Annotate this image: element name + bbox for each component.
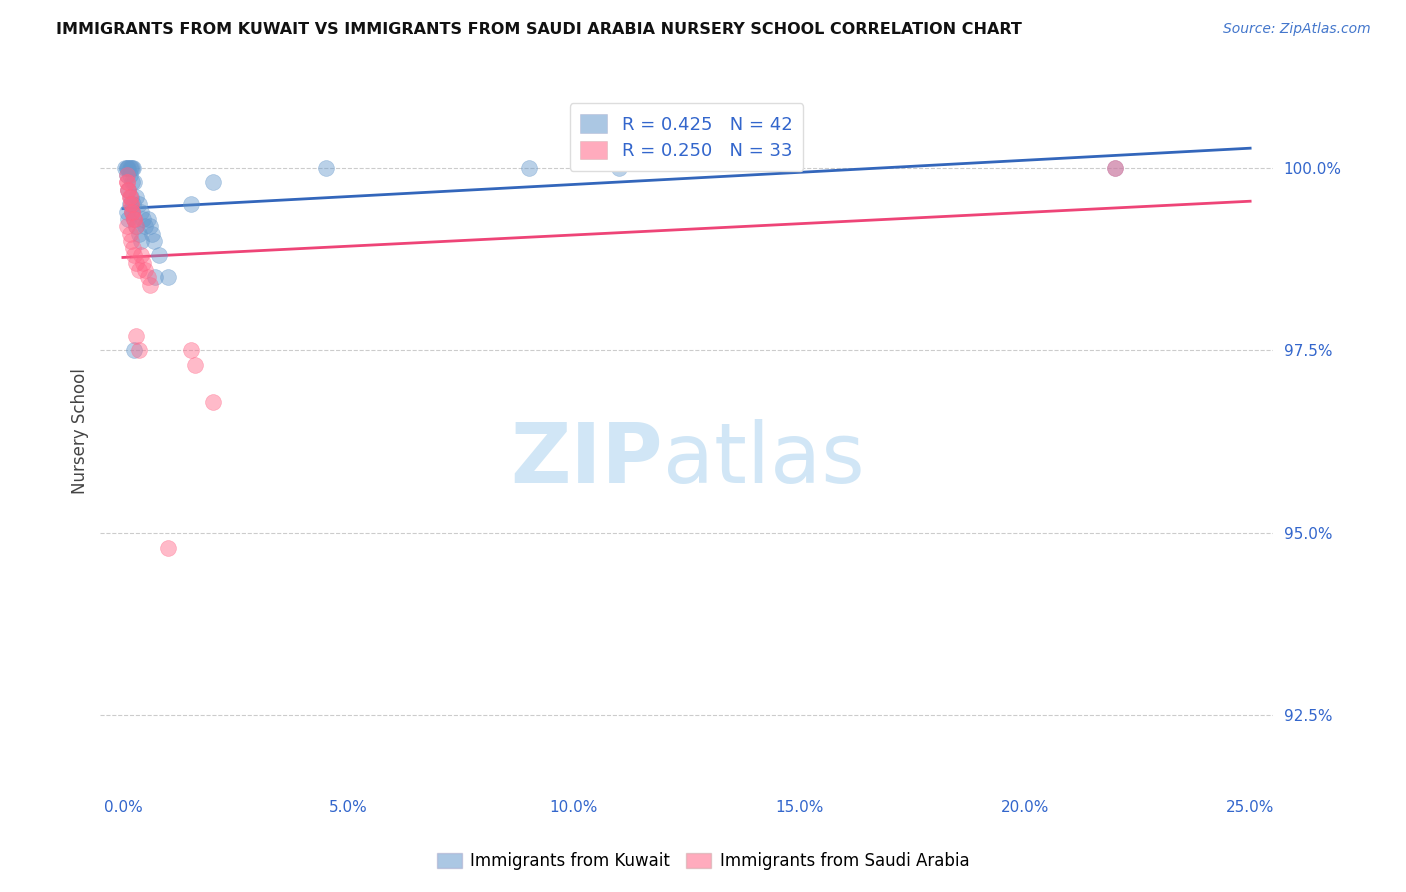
Point [115,161,138,175]
Point [134,219,156,234]
Point [122,248,145,262]
Point [180,197,202,211]
Point [128,197,150,211]
Point [121,241,143,255]
Point [184,358,207,372]
Point [315,161,337,175]
Point [121,204,143,219]
Point [118,190,141,204]
Point [202,394,225,409]
Point [139,277,162,292]
Point [129,234,152,248]
Point [607,161,630,175]
Point [121,197,143,211]
Point [117,212,139,227]
Point [202,176,225,190]
Point [128,227,150,241]
Point [117,161,139,175]
Point [117,183,139,197]
Point [141,227,163,241]
Point [121,161,143,175]
Point [115,204,138,219]
Point [117,176,139,190]
Point [121,204,143,219]
Point [121,161,143,175]
Point [121,176,143,190]
Point [122,176,145,190]
Point [117,219,139,234]
Point [143,234,166,248]
Text: Source: ZipAtlas.com: Source: ZipAtlas.com [1223,22,1371,37]
Point [125,190,148,204]
Point [156,270,179,285]
Point [125,328,148,343]
Point [136,270,159,285]
Point [115,168,138,182]
Point [1104,161,1126,175]
Point [118,227,141,241]
Point [122,212,145,227]
Point [128,343,150,358]
Point [132,212,155,227]
Point [120,234,142,248]
Point [125,219,148,234]
Point [120,161,142,175]
Point [118,190,141,204]
Y-axis label: Nursery School: Nursery School [72,368,89,493]
Point [118,197,141,211]
Point [136,212,159,227]
Point [117,183,139,197]
Point [118,161,141,175]
Point [143,270,166,285]
Point [118,168,141,182]
Point [128,263,150,277]
Point [121,204,143,219]
Point [129,248,152,262]
Text: atlas: atlas [664,419,865,500]
Legend: Immigrants from Kuwait, Immigrants from Saudi Arabia: Immigrants from Kuwait, Immigrants from … [430,846,976,877]
Point [117,168,139,182]
Point [148,248,170,262]
Point [120,190,142,204]
Point [125,256,148,270]
Point [129,204,152,219]
Point [114,161,136,175]
Point [120,197,142,211]
Text: ZIP: ZIP [510,419,664,500]
Point [122,212,145,227]
Point [156,541,179,555]
Point [134,263,156,277]
Point [517,161,540,175]
Point [117,183,139,197]
Point [122,212,145,227]
Point [139,219,162,234]
Point [115,176,138,190]
Legend: R = 0.425   N = 42, R = 0.250   N = 33: R = 0.425 N = 42, R = 0.250 N = 33 [569,103,803,171]
Point [122,343,145,358]
Point [1104,161,1126,175]
Point [132,256,155,270]
Point [180,343,202,358]
Point [125,219,148,234]
Text: IMMIGRANTS FROM KUWAIT VS IMMIGRANTS FROM SAUDI ARABIA NURSERY SCHOOL CORRELATIO: IMMIGRANTS FROM KUWAIT VS IMMIGRANTS FRO… [56,22,1022,37]
Point [117,161,139,175]
Point [120,197,142,211]
